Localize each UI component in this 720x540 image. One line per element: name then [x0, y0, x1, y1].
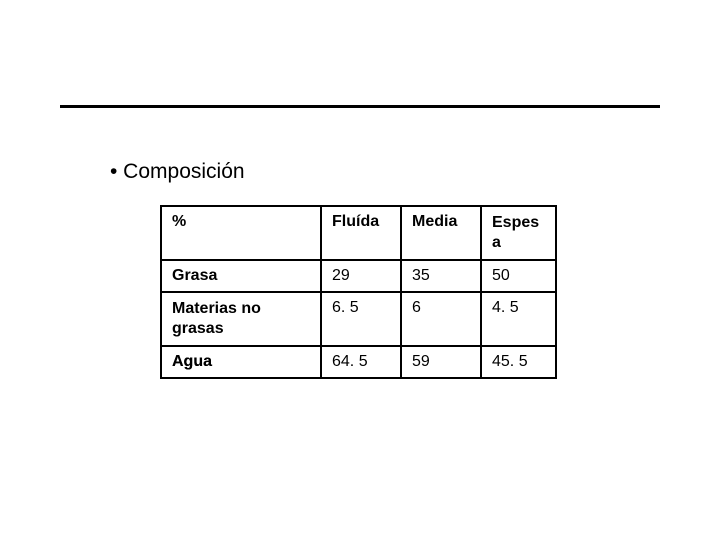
row-label-grasa: Grasa [161, 260, 321, 292]
header-espesa-line2: a [492, 234, 501, 251]
cell-grasa-fluida: 29 [321, 260, 401, 292]
cell-grasa-espesa: 50 [481, 260, 556, 292]
row-label-agua-secondary: Agua [172, 353, 212, 371]
table-row: Grasa 29 35 50 [161, 260, 556, 292]
horizontal-rule [60, 105, 660, 108]
header-espesa-line1: Espes [492, 214, 539, 231]
composition-table: % Fluída Media Espes a Grasa 29 35 50 Ma… [160, 205, 557, 379]
table-header-row: % Fluída Media Espes a [161, 206, 556, 260]
row-label-agua: Agua Agua [161, 346, 321, 378]
row-label-materias: Materias no grasas [161, 292, 321, 346]
row-label-materias-line2: grasas [172, 320, 224, 337]
header-percent: % [161, 206, 321, 260]
header-espesa: Espes a [481, 206, 556, 260]
composition-table-wrap: % Fluída Media Espes a Grasa 29 35 50 Ma… [160, 205, 557, 379]
cell-agua-media: 59 [401, 346, 481, 378]
cell-agua-espesa: 45. 5 [481, 346, 556, 378]
cell-materias-espesa: 4. 5 [481, 292, 556, 346]
cell-materias-media: 6 [401, 292, 481, 346]
cell-materias-fluida: 6. 5 [321, 292, 401, 346]
cell-grasa-media: 35 [401, 260, 481, 292]
table-row: Agua Agua 64. 5 59 45. 5 [161, 346, 556, 378]
header-fluida: Fluída [321, 206, 401, 260]
cell-agua-fluida: 64. 5 [321, 346, 401, 378]
table-row: Materias no grasas 6. 5 6 4. 5 [161, 292, 556, 346]
row-label-materias-line1: Materias no [172, 300, 261, 317]
section-heading: • Composición [110, 160, 245, 184]
header-media: Media [401, 206, 481, 260]
